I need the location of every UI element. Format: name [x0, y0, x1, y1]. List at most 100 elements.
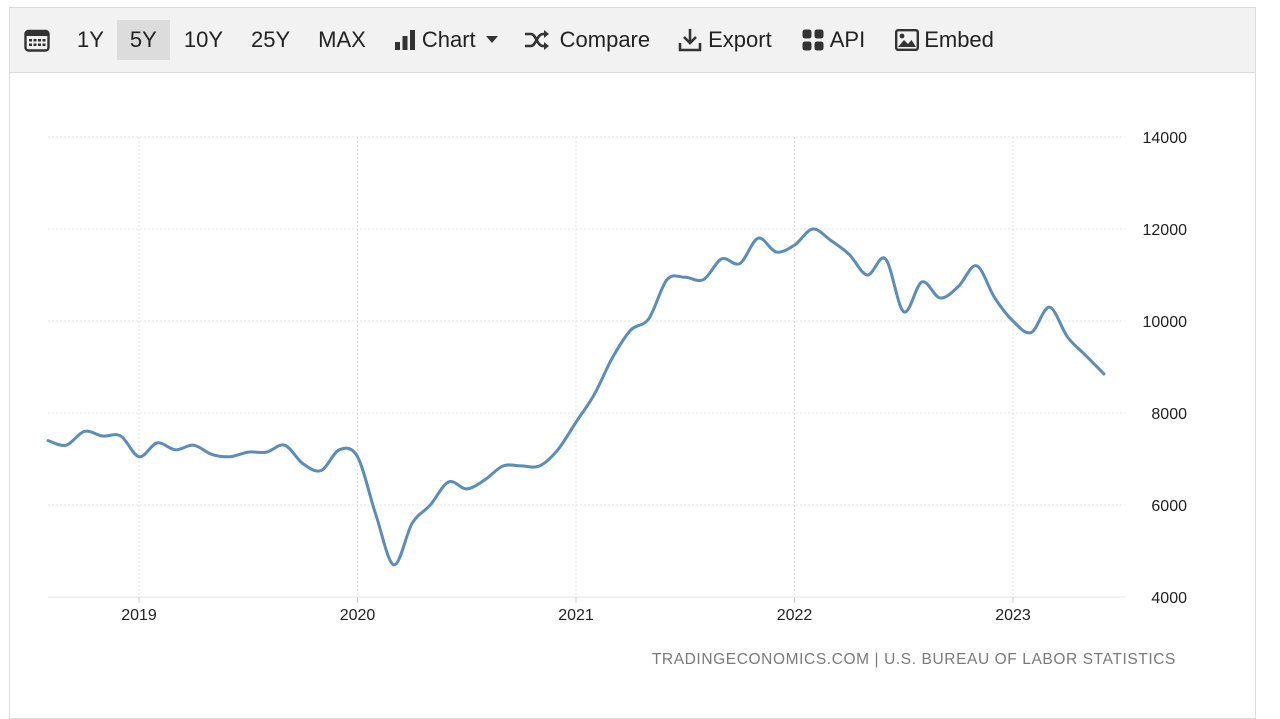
shuffle-icon: [524, 29, 550, 51]
data-point: [992, 295, 998, 301]
x-tick-label: 2020: [340, 607, 376, 624]
embed-button[interactable]: Embed: [877, 20, 1006, 60]
data-point: [974, 263, 980, 269]
data-point: [864, 272, 870, 278]
y-tick-label: 14000: [1143, 130, 1188, 147]
data-point: [391, 562, 397, 568]
data-point: [118, 433, 124, 439]
data-point: [482, 477, 488, 483]
data-point: [154, 440, 160, 446]
data-point: [355, 454, 361, 460]
export-button[interactable]: Export: [662, 20, 784, 60]
data-point: [1083, 353, 1089, 359]
data-point: [883, 256, 889, 262]
range-10y-button[interactable]: 10Y: [183, 27, 223, 52]
y-tick-label: 10000: [1143, 314, 1188, 331]
data-point: [136, 454, 142, 460]
data-point: [919, 279, 925, 285]
data-point: [664, 277, 670, 283]
data-point: [537, 463, 543, 469]
data-point: [209, 451, 215, 457]
data-point: [300, 461, 306, 467]
data-point: [901, 309, 907, 315]
data-point: [318, 468, 324, 474]
chart-toolbar: 1Y 5Y 10Y 25Y MAX Chart Compare: [9, 7, 1256, 73]
data-point: [518, 463, 524, 469]
data-point: [955, 284, 961, 290]
data-point: [646, 316, 652, 322]
y-axis-labels: 4000 6000 8000 10000 12000 14000: [1143, 130, 1188, 607]
data-point: [573, 419, 579, 425]
x-axis-labels: 2019 2020 2021 2022 2023: [121, 607, 1031, 624]
data-point: [1046, 304, 1052, 310]
data-point: [1101, 371, 1107, 377]
data-point: [45, 438, 51, 444]
data-point: [1065, 334, 1071, 340]
export-label: Export: [708, 27, 772, 52]
data-point: [446, 479, 452, 485]
data-point: [264, 449, 270, 455]
data-point: [701, 277, 707, 283]
data-point: [828, 238, 834, 244]
data-point: [227, 454, 233, 460]
grid-lines: [48, 136, 1125, 603]
calendar-button[interactable]: [10, 20, 64, 60]
source-credit: TRADINGECONOMICS.COM | U.S. BUREAU OF LA…: [651, 651, 1176, 668]
data-point: [1028, 330, 1034, 336]
data-point: [245, 449, 251, 455]
range-1y-button[interactable]: 1Y: [77, 27, 104, 52]
data-point: [172, 447, 178, 453]
data-point: [609, 355, 615, 361]
data-point: [427, 502, 433, 508]
data-point: [719, 256, 725, 262]
data-point: [1010, 318, 1016, 324]
download-icon: [678, 28, 702, 52]
series-layer: [45, 226, 1107, 568]
api-label: API: [829, 27, 866, 52]
data-point: [755, 235, 761, 241]
data-point: [282, 442, 288, 448]
series-line: [46, 227, 1106, 567]
x-tick-label: 2019: [121, 607, 157, 624]
data-point: [500, 463, 506, 469]
range-5y-button[interactable]: 5Y: [116, 20, 170, 60]
embed-label: Embed: [924, 27, 994, 52]
range-max-button[interactable]: MAX: [318, 27, 366, 52]
data-point: [773, 249, 779, 255]
y-tick-label: 12000: [1143, 222, 1188, 239]
data-point: [464, 486, 470, 492]
data-point: [737, 261, 743, 267]
calendar-icon: [24, 28, 50, 52]
x-tick-label: 2023: [995, 607, 1031, 624]
data-point: [937, 295, 943, 301]
x-tick-label: 2022: [777, 607, 813, 624]
compare-button[interactable]: Compare: [508, 20, 662, 60]
chart-frame: [9, 7, 1256, 719]
data-point: [63, 442, 69, 448]
bar-chart-icon: [394, 29, 416, 51]
chart-type-label: Chart: [421, 27, 476, 52]
data-point: [81, 428, 87, 434]
data-point: [591, 392, 597, 398]
image-icon: [895, 29, 920, 51]
y-tick-label: 8000: [1151, 406, 1187, 423]
data-point: [810, 226, 816, 232]
data-point: [409, 520, 415, 526]
data-point: [191, 442, 197, 448]
chart-type-button[interactable]: Chart: [384, 20, 508, 60]
compare-label: Compare: [559, 27, 651, 52]
api-button[interactable]: API: [784, 20, 877, 60]
caret-down-icon: [485, 36, 498, 44]
data-point: [628, 327, 634, 333]
grid-icon: [802, 29, 824, 51]
y-tick-label: 4000: [1151, 590, 1187, 607]
data-point: [336, 447, 342, 453]
data-point: [682, 274, 688, 280]
data-point: [792, 242, 798, 248]
range-25y-button[interactable]: 25Y: [251, 27, 291, 52]
data-point: [846, 251, 852, 257]
x-tick-label: 2021: [558, 607, 594, 624]
data-point: [373, 511, 379, 517]
